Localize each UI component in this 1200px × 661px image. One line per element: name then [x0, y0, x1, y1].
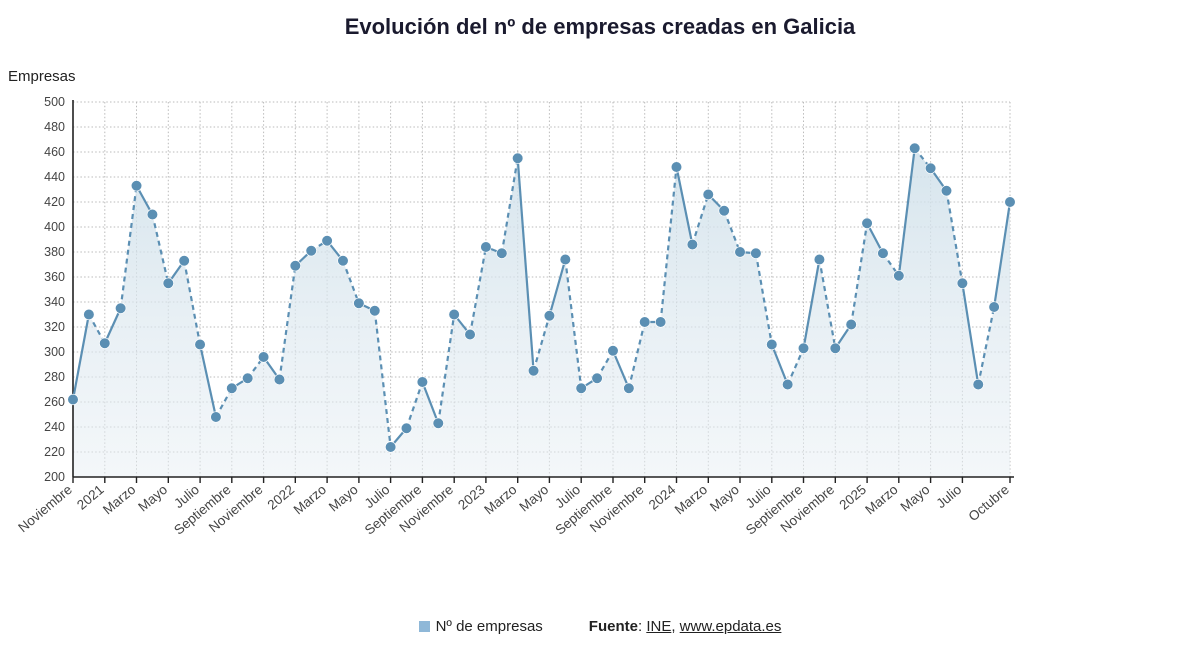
svg-text:Mayo: Mayo	[516, 482, 551, 515]
svg-text:480: 480	[44, 120, 65, 134]
svg-text:Mayo: Mayo	[707, 482, 742, 515]
svg-text:Noviembre: Noviembre	[15, 482, 75, 535]
svg-text:280: 280	[44, 370, 65, 384]
svg-text:Marzo: Marzo	[481, 482, 519, 518]
svg-text:Marzo: Marzo	[291, 482, 329, 518]
svg-text:Marzo: Marzo	[100, 482, 138, 518]
svg-text:420: 420	[44, 195, 65, 209]
svg-text:440: 440	[44, 170, 65, 184]
svg-text:Octubre: Octubre	[965, 482, 1011, 524]
svg-text:260: 260	[44, 395, 65, 409]
svg-text:200: 200	[44, 470, 65, 484]
svg-text:Marzo: Marzo	[862, 482, 900, 518]
svg-text:Mayo: Mayo	[898, 482, 933, 515]
svg-text:380: 380	[44, 245, 65, 259]
svg-text:400: 400	[44, 220, 65, 234]
svg-text:360: 360	[44, 270, 65, 284]
svg-text:220: 220	[44, 445, 65, 459]
svg-text:300: 300	[44, 345, 65, 359]
svg-text:Mayo: Mayo	[326, 482, 361, 515]
svg-text:500: 500	[44, 95, 65, 109]
svg-text:340: 340	[44, 295, 65, 309]
svg-text:Marzo: Marzo	[672, 482, 710, 518]
svg-text:240: 240	[44, 420, 65, 434]
svg-text:Mayo: Mayo	[135, 482, 170, 515]
svg-text:460: 460	[44, 145, 65, 159]
svg-text:320: 320	[44, 320, 65, 334]
svg-text:Julio: Julio	[933, 482, 964, 511]
